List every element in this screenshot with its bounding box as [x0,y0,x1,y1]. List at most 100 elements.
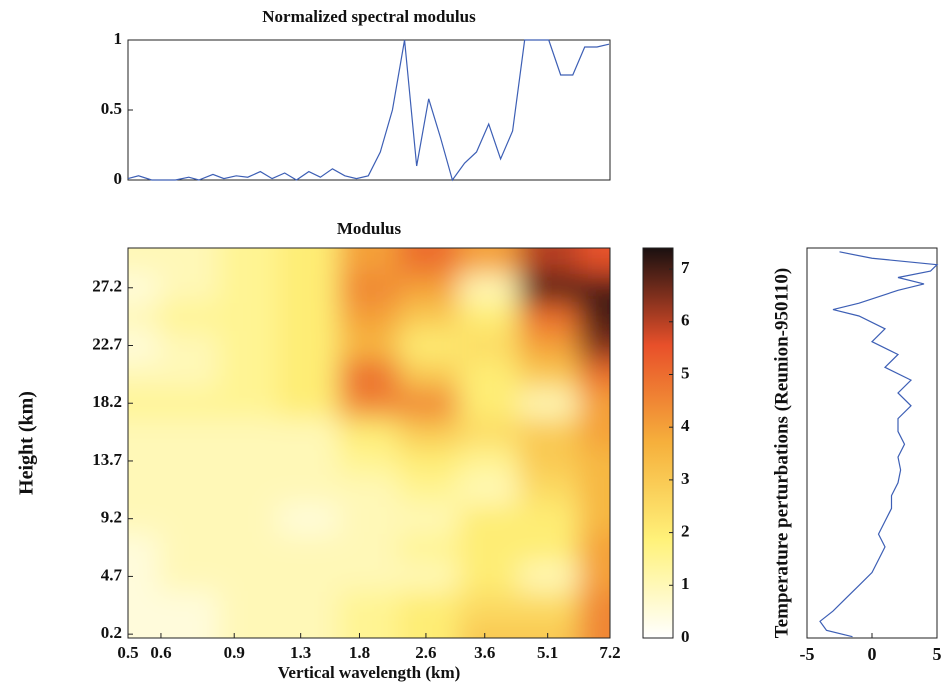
heatmap-cell [218,388,279,419]
heatmap-cell [128,533,159,563]
heatmap-cell [278,533,340,563]
heatmap-cell [578,248,610,274]
heatmap-cell [338,475,399,505]
heatmap-cell [128,504,159,534]
heatmap-cell [218,331,279,361]
heatmap-cell [128,359,159,390]
heatmap-cell [578,504,610,534]
y-tick-label: 0.2 [101,623,122,642]
heatmap-cell [158,359,219,390]
heatmap-cell [278,248,340,274]
heatmap-cell [218,417,279,448]
heatmap-area [128,248,610,638]
heatmap-cell [458,446,520,476]
heatmap-cell [338,446,399,476]
colorbar-tick-label: 5 [681,363,690,382]
heatmap-cell [578,590,610,621]
heatmap-cell [128,273,159,303]
y-tick-label: 0 [114,169,123,188]
heatmap-cell [278,561,340,592]
x-tick-label: 5 [933,644,942,664]
heatmap-cell [158,590,219,621]
heatmap-cell [398,590,460,621]
heatmap-cell [278,417,340,448]
heatmap-cell [518,359,580,390]
heatmap-cell [278,302,340,332]
heatmap-cell [398,619,460,638]
heatmap-cell [338,331,399,361]
plot-frame [127,39,611,181]
colorbar-tick-label: 6 [681,311,690,330]
heatmap-cell [338,273,399,303]
heatmap-cell [398,533,460,563]
x-tick-label: 0 [868,644,877,664]
x-tick-label: 7.2 [599,643,620,662]
heatmap-cell [578,417,610,448]
heatmap-cell [398,302,460,332]
heatmap-cell [578,273,610,303]
heatmap-cell [278,504,340,534]
heatmap-cell [398,446,460,476]
heatmap-cell [158,475,219,505]
heatmap-cell [458,248,520,274]
heatmap-cell [518,273,580,303]
y-tick-label: 13.7 [92,450,122,469]
heatmap-cell [578,533,610,563]
colorbar-tick-label: 0 [681,627,690,646]
x-tick-label: 5.1 [537,643,558,662]
colorbar-tick-label: 3 [681,469,690,488]
heatmap-cell [578,331,610,361]
heatmap-cell [128,248,159,274]
heatmap-cell [158,446,219,476]
heatmap-cell [578,561,610,592]
y-tick-label: 22.7 [92,334,122,353]
heatmap-cell [158,533,219,563]
heatmap-cell [518,561,580,592]
heatmap-cell [458,302,520,332]
heatmap-cell [128,302,159,332]
heatmap-cell [218,504,279,534]
x-tick-label: 0.5 [117,643,138,662]
heatmap-cell [218,533,279,563]
heatmap-cell [128,475,159,505]
heatmap-cell [278,446,340,476]
heatmap-cell [458,561,520,592]
heatmap-cell [398,417,460,448]
heatmap-cell [338,302,399,332]
heatmap-cell [458,273,520,303]
heatmap-cell [158,273,219,303]
heatmap-cell [128,590,159,621]
heatmap-cell [458,619,520,638]
y-axis-label: Temperature perturbations (Reunion-95011… [771,268,792,639]
heatmap-cell [158,417,219,448]
heatmap-cell [518,446,580,476]
heatmap-cell [458,388,520,419]
heatmap-cell [578,388,610,419]
heatmap-cell [398,475,460,505]
y-tick-label: 0.5 [101,99,122,118]
heatmap-cell [398,561,460,592]
heatmap-cell [578,446,610,476]
heatmap-cell [218,561,279,592]
heatmap-cell [518,590,580,621]
heatmap-cell [218,302,279,332]
heatmap-cell [278,475,340,505]
heatmap-cell [218,273,279,303]
heatmap-cell [338,417,399,448]
y-tick-label: 18.2 [92,392,122,411]
x-tick-label: 1.3 [290,643,311,662]
y-tick-label: 1 [114,29,123,48]
spectrum-line [127,39,610,182]
heatmap-cell [158,619,219,638]
heatmap-cell [518,417,580,448]
heatmap-cell [518,388,580,419]
x-axis-label: Vertical wavelength (km) [278,663,461,682]
heatmap-cell [158,561,219,592]
heatmap-cell [518,533,580,563]
heatmap-cell [398,504,460,534]
heatmap-cell [128,388,159,419]
heatmap-cell [338,619,399,638]
x-tick-label: 1.8 [349,643,370,662]
y-axis-label: Height (km) [16,391,38,495]
